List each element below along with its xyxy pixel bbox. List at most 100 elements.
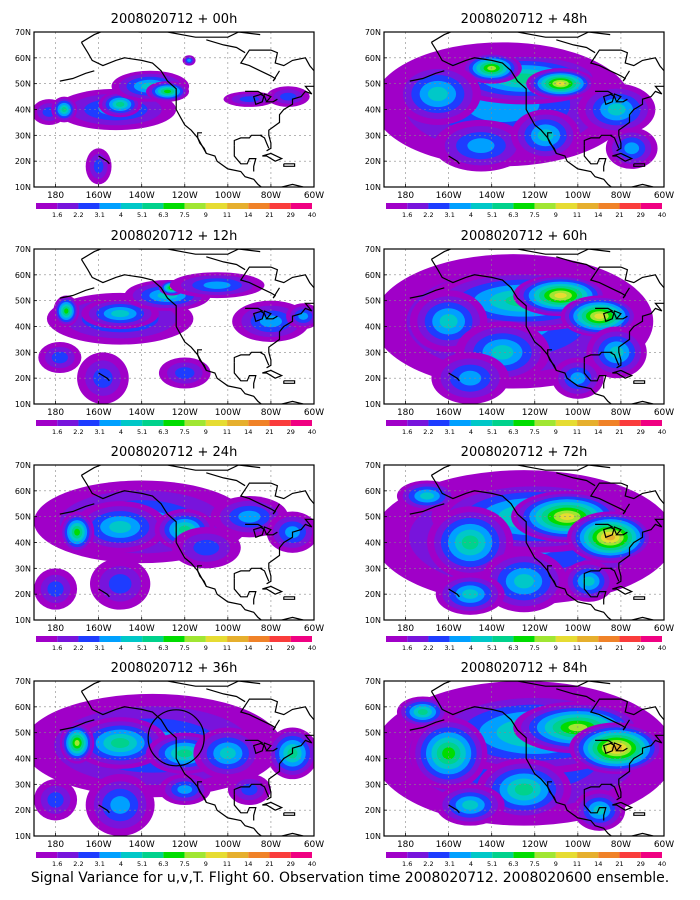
colorbar-label: 9 [554,211,558,219]
variance-contour [427,86,448,102]
lon-tick-label: 160W [86,840,112,850]
coastline [266,85,314,152]
lon-tick-label: 180 [397,624,414,634]
coastline [80,258,304,404]
panel-title: 2008020712 + 24h [111,445,238,460]
coastline [556,256,596,271]
colorbar-swatch [619,420,641,426]
lat-tick-label: 10N [15,183,31,192]
coastline [283,163,296,167]
colorbar-label: 4 [119,644,123,652]
colorbar-swatch [598,203,620,209]
colorbar-label: 5.1 [487,644,497,652]
coastline [197,565,207,587]
colorbar-label: 4 [469,428,473,436]
colorbar-swatch [555,636,578,642]
variance-contour [514,574,534,589]
colorbar-label: 40 [658,211,666,219]
colorbar-swatch [470,420,493,426]
coastline [595,739,628,755]
variance-contour [74,528,80,536]
lon-tick-label: 100W [565,408,591,418]
lat-tick-label: 20N [365,590,381,599]
colorbar-label: 40 [308,644,316,652]
colorbar-swatch [428,203,450,209]
coastlines [409,465,664,620]
lat-tick-label: 50N [15,513,31,522]
coastline [583,783,620,798]
coastline [633,163,646,167]
colorbar-label: 40 [308,860,316,868]
coastline [583,134,620,149]
colorbar-swatch [57,203,79,209]
colorbar-label: 21 [265,644,273,652]
lat-tick-label: 10N [365,832,381,841]
coastline [266,518,314,585]
colorbar-swatch [290,636,312,642]
colorbar-swatch [449,203,471,209]
colorbar-swatch [36,852,58,858]
lon-tick-label: 140W [479,840,505,850]
variance-contour [219,747,236,760]
colorbar-label: 11 [573,428,581,436]
map-panel: 2008020712 + 00h 70N 60N 50N 40N 30N 20N 10N 180… [15,12,324,219]
panel-title: 2008020712 + 72h [461,445,588,460]
variance-shading [384,681,664,831]
colorbar-swatch [619,636,641,642]
colorbar-swatch [449,852,471,858]
lat-tick-label: 20N [365,806,381,815]
variance-contour [241,783,258,796]
map-panel: 2008020712 + 24h 70N 60N 50N 40N 30N 20N 10N 180… [15,445,324,652]
coastline [547,349,557,371]
coastline [409,287,445,299]
coastline [595,523,628,539]
coastline [233,794,257,821]
coastline [81,32,261,43]
lon-tick-label: 180 [397,840,414,850]
lat-tick-label: 20N [15,806,31,815]
colorbar-label: 40 [658,860,666,868]
lon-tick-label: 160W [86,624,112,634]
colorbar-swatch [407,636,429,642]
coastline [595,90,628,106]
lat-tick-label: 70N [15,245,31,254]
variance-contour [93,159,104,174]
variance-contour [570,372,586,385]
colorbar-label: 14 [594,211,602,219]
colorbar-label: 3.1 [445,644,455,652]
panel-title: 2008020712 + 12h [111,229,238,244]
colorbar-label: 21 [615,428,623,436]
coastline [233,351,270,366]
colorbar-label: 29 [637,211,645,219]
coastline [612,369,634,379]
colorbar-label: 29 [637,644,645,652]
colorbar-swatch [640,636,662,642]
coastline [239,482,314,515]
lon-tick-label: 180 [397,408,414,418]
lat-tick-label: 20N [15,590,31,599]
lon-tick-label: 160W [436,840,462,850]
lat-tick-label: 40N [15,323,31,332]
colorbar-label: 4 [469,860,473,868]
colorbar-label: 6.3 [508,211,518,219]
lon-tick-label: 80W [261,840,281,850]
colorbar-swatch [36,420,58,426]
colorbar-swatch [205,420,228,426]
colorbar-swatch [577,203,599,209]
colorbar-label: 5.1 [137,211,147,219]
colorbar-label: 11 [573,644,581,652]
colorbar-label: 5.1 [487,860,497,868]
lon-tick-label: 80W [611,408,631,418]
colorbar-label: 3.1 [95,428,105,436]
colorbar-swatch [428,420,450,426]
lat-tick-label: 70N [365,677,381,686]
variance-contour [111,310,130,318]
colorbar-label: 5.1 [487,428,497,436]
lat-tick-label: 30N [15,564,31,573]
colorbar-label: 2.2 [73,211,83,219]
colorbar-label: 4 [469,211,473,219]
colorbar-swatch [57,420,79,426]
variance-contour [420,492,435,500]
coastline [448,155,460,165]
colorbar-label: 29 [287,211,295,219]
